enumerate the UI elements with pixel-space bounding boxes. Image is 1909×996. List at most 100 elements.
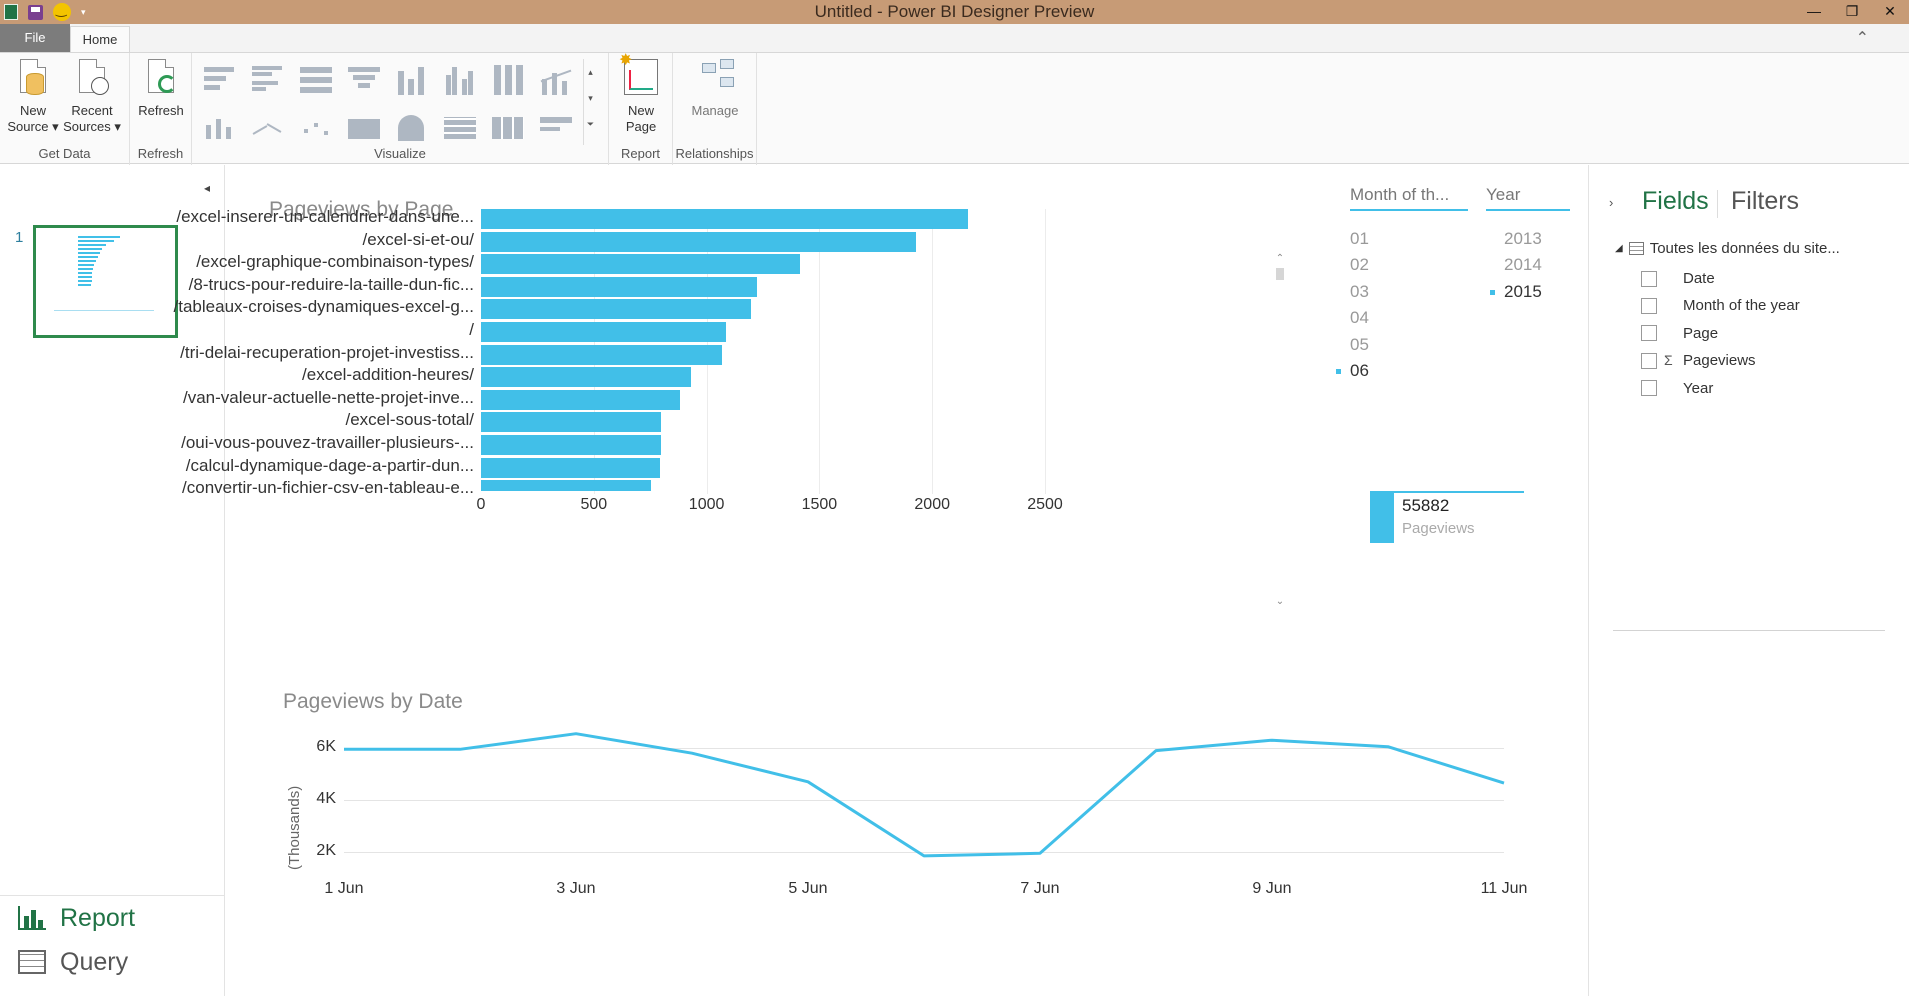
line-and-column-chart-icon[interactable]	[536, 61, 576, 101]
line-chart-icon[interactable]	[248, 103, 288, 143]
field-table[interactable]: ◢ Toutes les données du site...	[1615, 240, 1840, 257]
line-gridline	[344, 800, 1504, 801]
bar[interactable]	[481, 480, 652, 492]
bar-x-tick: 1500	[801, 496, 838, 513]
bar[interactable]	[481, 276, 758, 297]
field-item[interactable]: Page	[1641, 325, 1718, 342]
map-icon[interactable]	[344, 103, 384, 143]
collapse-pages-pane-icon[interactable]: ◂	[204, 181, 211, 195]
pageviews-card[interactable]: 55882 Pageviews	[1370, 491, 1530, 551]
tab-file[interactable]: File	[0, 24, 70, 52]
field-checkbox[interactable]	[1641, 325, 1657, 342]
scroll-down-icon[interactable]: ⌄	[1275, 596, 1285, 607]
field-checkbox[interactable]	[1641, 297, 1657, 314]
pageviews-line[interactable]	[344, 732, 1505, 858]
gallery-down-icon[interactable]: ▾	[588, 93, 593, 103]
100-stacked-column-chart-icon[interactable]	[488, 61, 528, 101]
clustered-bar-chart-icon[interactable]	[248, 61, 288, 101]
field-label: Page	[1683, 324, 1719, 342]
bar-category-label: /tableaux-croises-dynamiques-excel-g...	[173, 297, 474, 317]
pageviews-by-date-chart[interactable]: Pageviews by Date (Thousands) 6K 4K 2K 1 Ju…	[226, 665, 1588, 995]
save-icon[interactable]	[28, 4, 43, 20]
bar[interactable]	[481, 254, 801, 275]
scroll-up-icon[interactable]: ⌃	[1275, 253, 1285, 264]
bar[interactable]	[481, 322, 726, 342]
field-item[interactable]: Year	[1641, 380, 1713, 397]
group-visualize: ▴ ▾ ⏷ Visualize	[192, 53, 609, 165]
field-checkbox[interactable]	[1641, 380, 1657, 397]
funnel-chart-icon[interactable]	[344, 61, 384, 101]
bar[interactable]	[481, 367, 691, 388]
field-item[interactable]: Month of the year	[1641, 297, 1800, 314]
pageviews-by-page-chart[interactable]: Pageviews by Page /excel-inserer-un-cale…	[174, 165, 1326, 635]
tab-home[interactable]: Home	[70, 26, 130, 53]
bar[interactable]	[481, 457, 661, 478]
query-view-button[interactable]: Query	[0, 940, 224, 984]
group-label-refresh: Refresh	[137, 146, 184, 161]
visualization-gallery-scroll[interactable]: ▴ ▾ ⏷	[583, 59, 597, 145]
collapse-ribbon-chevron-icon[interactable]: ⌃	[1855, 30, 1869, 47]
gallery-up-icon[interactable]: ▴	[588, 67, 593, 77]
minimize-icon[interactable]: —	[1807, 3, 1821, 19]
bar-chart-scrollbar[interactable]: ⌃ ⌄	[1274, 253, 1286, 607]
month-slicer-item[interactable]: 05	[1350, 334, 1369, 354]
month-slicer-item[interactable]: 01	[1350, 229, 1369, 248]
scroll-thumb[interactable]	[1276, 268, 1284, 280]
bar[interactable]	[481, 435, 662, 455]
field-item[interactable]: Date	[1641, 270, 1715, 287]
manage-relationships-button[interactable]: Manage	[679, 59, 751, 119]
year-slicer-item[interactable]: 2014	[1504, 255, 1542, 275]
month-slicer[interactable]: Month of th... 01 02 03 04 05 06	[1336, 185, 1470, 380]
column-chart-icon[interactable]	[200, 103, 240, 143]
bar[interactable]	[481, 231, 917, 252]
bar-category-label: /excel-sous-total/	[345, 410, 475, 430]
group-label-relationships: Relationships	[675, 146, 754, 161]
bar-gridline	[932, 209, 934, 494]
bar[interactable]	[481, 344, 723, 365]
feedback-smile-icon[interactable]	[53, 2, 71, 21]
expand-pane-chevron-icon[interactable]: ›	[1609, 195, 1614, 210]
refresh-button[interactable]: Refresh	[133, 59, 189, 119]
month-slicer-item[interactable]: 06	[1336, 361, 1369, 380]
collapse-table-icon[interactable]: ◢	[1615, 243, 1623, 254]
year-slicer-item[interactable]: 2015	[1490, 281, 1542, 301]
bar-category-label: /excel-si-et-ou/	[362, 229, 474, 249]
new-page-label-1: New	[627, 103, 654, 118]
tab-filters[interactable]: Filters	[1731, 187, 1800, 215]
close-icon[interactable]: ✕	[1884, 3, 1896, 19]
bar[interactable]	[481, 299, 751, 320]
pie-chart-icon[interactable]	[392, 103, 432, 143]
line-x-tick: 1 Jun	[324, 880, 364, 897]
page-number: 1	[15, 229, 24, 246]
month-slicer-item[interactable]: 03	[1350, 281, 1369, 301]
bar-x-tick: 2000	[914, 496, 950, 513]
bar[interactable]	[481, 412, 662, 433]
new-page-button[interactable]: ✸ New Page	[613, 53, 669, 135]
maximize-icon[interactable]: ❐	[1845, 3, 1859, 19]
card-icon[interactable]	[536, 103, 576, 143]
100-stacked-bar-chart-icon[interactable]	[296, 61, 336, 101]
clustered-column-chart-icon[interactable]	[440, 61, 480, 101]
customize-toolbar-dropdown-icon[interactable]: ▾	[81, 6, 86, 17]
scatter-chart-icon[interactable]	[296, 103, 336, 143]
gallery-more-icon[interactable]: ⏷	[586, 119, 595, 129]
new-source-button[interactable]: New Source ▾	[6, 59, 60, 135]
table-icon[interactable]	[440, 103, 480, 143]
bar-category-label: /van-valeur-actuelle-nette-projet-inve..…	[182, 387, 474, 407]
year-slicer[interactable]: Year 2013 2014 2015	[1486, 185, 1572, 305]
field-checkbox[interactable]: Σ	[1641, 352, 1673, 369]
stacked-column-chart-icon[interactable]	[392, 61, 432, 101]
matrix-icon[interactable]	[488, 103, 528, 143]
tab-fields[interactable]: Fields	[1642, 187, 1709, 215]
stacked-bar-chart-icon[interactable]	[200, 61, 240, 101]
report-view-button[interactable]: Report	[0, 896, 224, 940]
bar[interactable]	[481, 209, 969, 229]
bar[interactable]	[481, 389, 680, 410]
year-slicer-item[interactable]: 2013	[1504, 229, 1542, 248]
page-thumbnail[interactable]	[33, 225, 178, 338]
month-slicer-item[interactable]: 04	[1350, 308, 1369, 328]
field-item[interactable]: Σ Pageviews	[1641, 352, 1756, 369]
month-slicer-item[interactable]: 02	[1350, 255, 1369, 275]
recent-sources-button[interactable]: Recent Sources ▾	[62, 59, 122, 135]
field-checkbox[interactable]	[1641, 270, 1657, 287]
